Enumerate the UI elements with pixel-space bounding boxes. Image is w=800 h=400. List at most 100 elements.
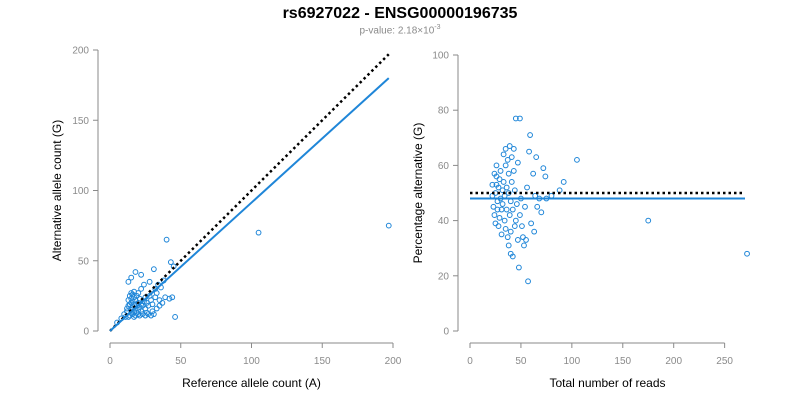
data-point [135, 307, 142, 313]
data-point [503, 184, 510, 191]
data-point [125, 278, 132, 285]
data-point [500, 179, 507, 185]
data-point [166, 295, 173, 302]
data-point [491, 212, 498, 218]
data-point [538, 209, 545, 216]
data-point [502, 162, 509, 169]
data-point [515, 264, 522, 271]
data-point [255, 229, 262, 236]
data-point [149, 301, 156, 308]
data-point [143, 309, 150, 316]
data-point [495, 184, 502, 191]
data-point [523, 237, 529, 243]
data-point [142, 312, 149, 319]
p-value-exponent: -3 [434, 24, 441, 31]
data-point [531, 228, 538, 235]
x-tick-label: 200 [385, 356, 402, 367]
y-tick-label: 100 [432, 51, 449, 62]
data-point [490, 203, 497, 210]
data-point [574, 156, 580, 163]
data-point [135, 290, 142, 296]
data-point [138, 308, 145, 315]
y-tick-label: 80 [438, 106, 450, 117]
data-point [505, 242, 512, 249]
data-point [517, 115, 523, 122]
data-point [156, 302, 163, 309]
data-point [514, 159, 521, 166]
data-point [520, 234, 526, 241]
chart-panel-1: 0 50 100 150 200 0 50 100 150 200 Reference allele… [50, 46, 402, 391]
data-point [172, 314, 178, 320]
data-point [534, 203, 541, 210]
data-point [489, 181, 496, 188]
data-point [167, 259, 174, 266]
data-point [501, 217, 508, 224]
data-point [141, 281, 147, 288]
data-point [503, 206, 510, 213]
data-point [540, 165, 547, 172]
data-point [512, 115, 519, 122]
data-point [163, 236, 170, 243]
y-tick-label: 20 [438, 271, 450, 282]
data-point [506, 143, 513, 149]
fit-line [109, 77, 390, 332]
data-point [499, 187, 506, 194]
data-point [522, 203, 528, 210]
data-point [507, 198, 514, 205]
y-tick-label: 150 [72, 116, 89, 127]
chart-panel-2: 0 50 100 150 200 250 0 20 40 60 80 100 Total number … [411, 51, 750, 390]
chart-title: rs6927022 - ENSG00000196735 [282, 5, 518, 22]
x-tick-label: 150 [614, 356, 631, 367]
data-point [493, 162, 500, 169]
data-point [500, 151, 507, 158]
y-tick-label: 0 [83, 327, 89, 338]
data-point [159, 300, 166, 306]
data-point [138, 285, 145, 292]
data-point [525, 278, 531, 285]
data-point [150, 311, 157, 318]
data-point [132, 312, 139, 319]
y-tick-label: 50 [78, 256, 90, 267]
data-point [149, 308, 156, 315]
data-point [128, 274, 135, 281]
data-point [385, 222, 392, 229]
data-point [494, 198, 501, 205]
data-point [138, 271, 145, 278]
chart-subtitle: p-value: 2.18×10-3 [0, 24, 800, 36]
data-point [492, 220, 499, 227]
data-point [528, 220, 535, 227]
data-point [506, 212, 513, 218]
data-point [645, 217, 652, 224]
x-axis-label: Total number of reads [549, 376, 665, 390]
data-point [153, 305, 160, 312]
data-point [495, 223, 502, 230]
data-point [517, 212, 523, 218]
y-axis-label: Alternative allele count (G) [50, 120, 64, 261]
data-point [524, 184, 530, 191]
data-point [526, 148, 532, 155]
x-tick-label: 150 [314, 356, 331, 367]
data-point [511, 223, 518, 230]
reference-line [109, 53, 390, 332]
data-point [131, 294, 137, 301]
data-point [505, 170, 512, 177]
data-point [507, 228, 514, 235]
data-point [560, 179, 567, 185]
data-point [496, 176, 503, 183]
data-point [128, 290, 135, 296]
x-tick-label: 100 [564, 356, 581, 367]
data-point [502, 145, 509, 152]
y-tick-label: 0 [443, 327, 449, 338]
data-point [509, 206, 516, 213]
x-tick-label: 50 [515, 356, 527, 367]
data-point [533, 154, 540, 161]
y-axis-label: Percentage alternative (G) [411, 123, 425, 264]
data-point [512, 217, 519, 224]
data-point [542, 173, 549, 180]
data-point [521, 242, 527, 249]
data-point [143, 300, 150, 306]
data-point [519, 223, 525, 230]
data-point [499, 201, 506, 207]
y-tick-label: 60 [438, 161, 450, 172]
